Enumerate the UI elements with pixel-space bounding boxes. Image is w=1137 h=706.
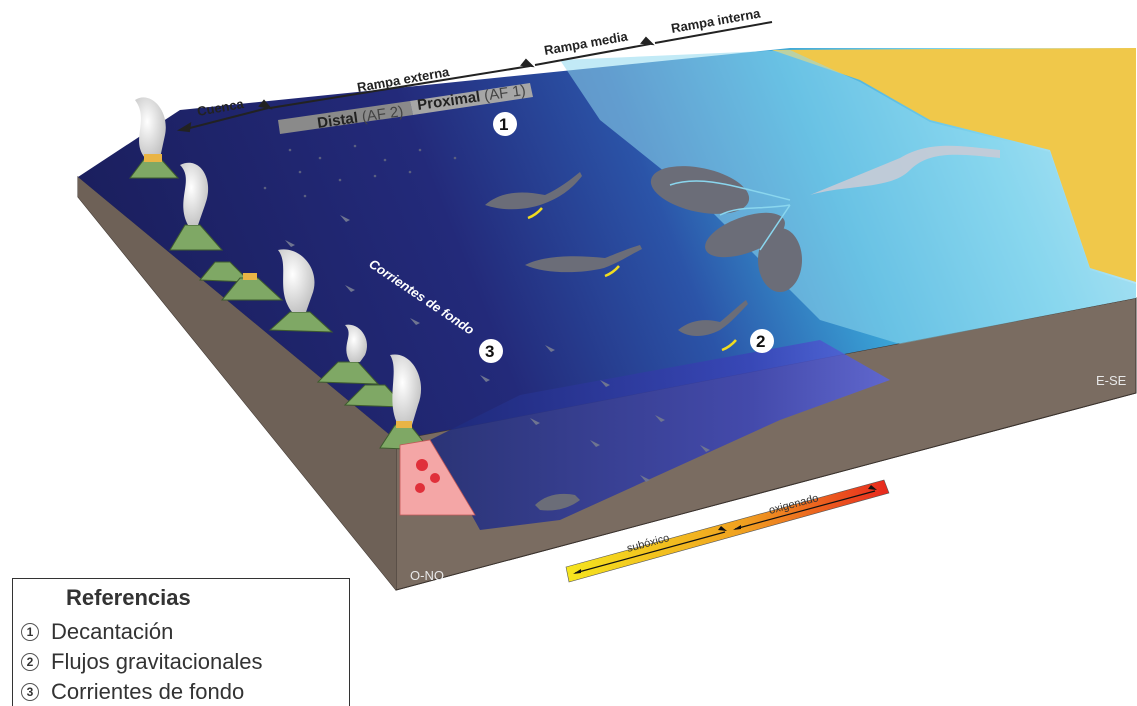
magmatic-intrusion (399, 439, 476, 516)
svg-text:1: 1 (499, 115, 508, 134)
svg-text:2: 2 (756, 332, 765, 351)
legend-number: 1 (21, 623, 39, 641)
legend-number: 2 (21, 653, 39, 671)
distal-label: Distal (AF 2) (316, 103, 404, 132)
beach (772, 48, 1136, 282)
orientation-west: O-NO (410, 568, 444, 583)
volcanic-arc (129, 97, 432, 451)
volcano (268, 249, 334, 333)
zone-rampa-media: Rampa media (543, 28, 630, 58)
marker-2: 2 (750, 329, 774, 353)
delta-fan (650, 145, 1000, 292)
marker-1: 1 (493, 112, 517, 136)
volcano (220, 273, 284, 301)
legend-label: Corrientes de fondo (51, 679, 245, 704)
proximal-band (410, 83, 533, 115)
legend-label: Decantación (51, 619, 174, 644)
bottom-current-arrows (285, 215, 710, 482)
gravity-flows (485, 172, 748, 511)
volcano (316, 324, 380, 385)
legend: Referencias 1 Decantación 2 Flujos gravi… (12, 578, 350, 706)
legend-label: Flujos gravitacionales (51, 649, 263, 674)
zone-arrows (176, 21, 773, 133)
volcano (169, 162, 224, 251)
legend-number: 3 (21, 683, 39, 701)
decantation-particles (263, 144, 457, 198)
legend-item: 2 Flujos gravitacionales (21, 649, 263, 675)
marker-3: 3 (479, 339, 503, 363)
shoreline-water (560, 50, 1136, 344)
svg-text:3: 3 (485, 342, 494, 361)
volcano (198, 261, 252, 283)
orientation-east: E-SE (1096, 373, 1127, 388)
distal-band (278, 101, 413, 134)
legend-item: 3 Corrientes de fondo (21, 679, 244, 705)
legend-item: 1 Decantación (21, 619, 173, 645)
deep-slope (430, 340, 890, 530)
legend-title: Referencias (66, 585, 191, 610)
volcano (343, 384, 407, 408)
volcano (129, 97, 180, 179)
